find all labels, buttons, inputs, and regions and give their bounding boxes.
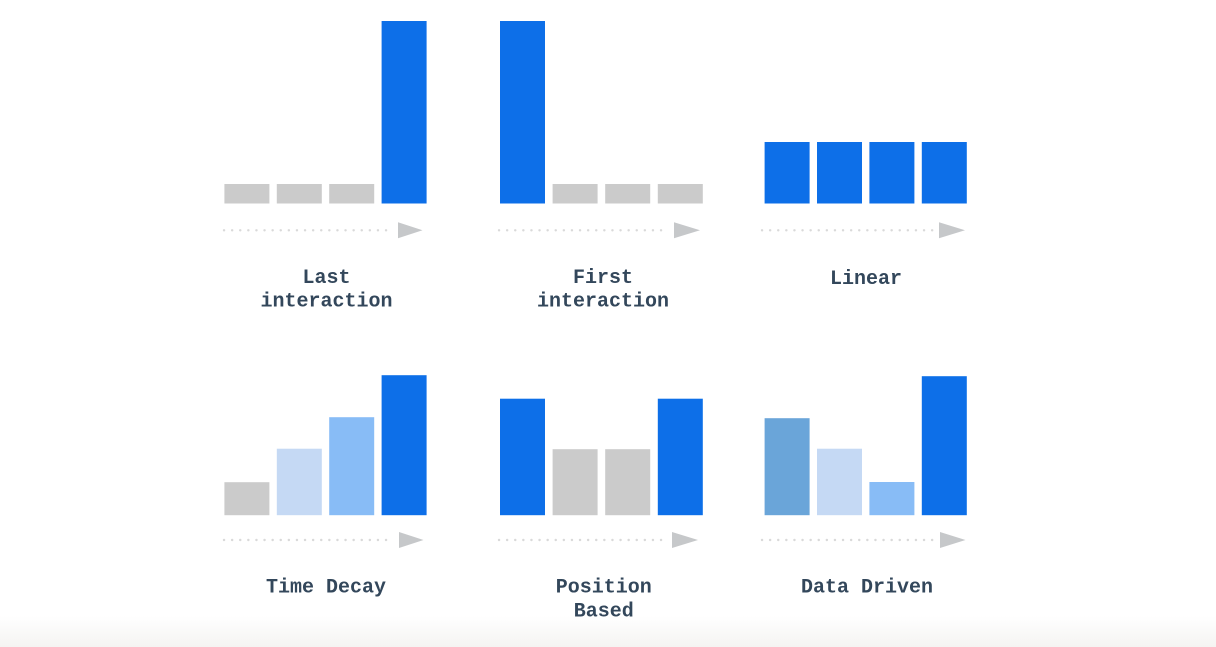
svg-text:Based: Based [574,600,634,623]
svg-text:interaction: interaction [260,290,392,313]
svg-text:Time Decay: Time Decay [266,577,386,600]
svg-text:Linear: Linear [830,268,902,291]
svg-text:Data Driven: Data Driven [801,577,933,600]
svg-text:interaction: interaction [537,290,669,313]
svg-text:First: First [573,267,633,290]
svg-text:Position: Position [556,577,652,600]
svg-text:Last: Last [302,267,350,290]
